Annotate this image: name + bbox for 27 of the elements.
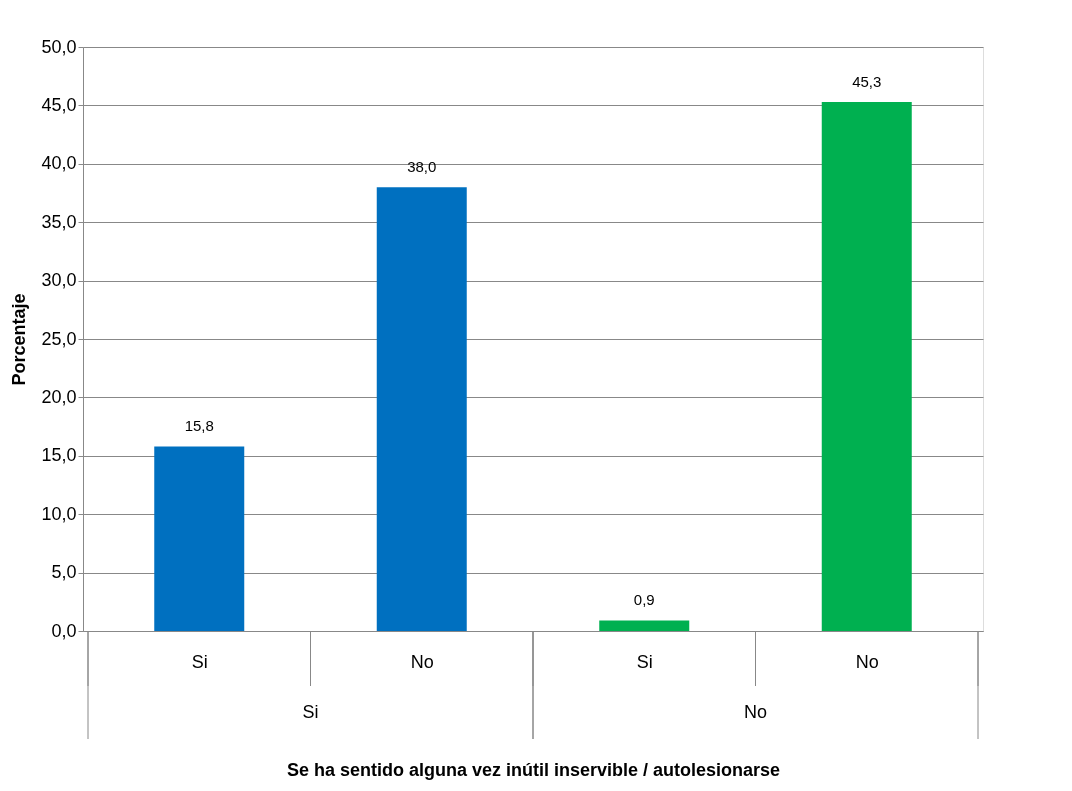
y-tick-label: 35,0 xyxy=(41,211,77,232)
bar xyxy=(376,187,467,631)
bar xyxy=(599,620,690,631)
y-tick-label: 50,0 xyxy=(41,36,77,57)
y-tick-label: 25,0 xyxy=(41,328,77,349)
x-tick-label: No xyxy=(410,651,434,672)
x-tick-label: Si xyxy=(636,651,653,672)
data-label: 0,9 xyxy=(633,591,655,609)
y-axis-title: Porcentaje xyxy=(9,293,30,386)
data-label: 45,3 xyxy=(852,72,882,90)
y-tick-label: 15,0 xyxy=(41,445,77,466)
text: Si xyxy=(302,702,319,722)
data-label: 15,8 xyxy=(184,417,214,435)
y-tick-label: 5,0 xyxy=(51,562,77,583)
y-tick-label: 0,0 xyxy=(51,620,77,641)
y-tick-label: 10,0 xyxy=(41,503,77,524)
y-tick-label: 40,0 xyxy=(41,153,77,174)
y-tick-label: 45,0 xyxy=(41,94,77,115)
y-tick-label: 20,0 xyxy=(41,386,77,407)
y-tick-label: 30,0 xyxy=(41,270,77,291)
x-tick-label: Si xyxy=(191,651,208,672)
text: No xyxy=(743,702,768,722)
bar xyxy=(154,446,245,631)
x-tick-label: No xyxy=(855,651,879,672)
bar xyxy=(821,101,912,631)
data-label: 38,0 xyxy=(407,158,437,176)
x-axis-title: Se ha sentido alguna vez inútil inservible / autolesionarse xyxy=(286,759,781,780)
